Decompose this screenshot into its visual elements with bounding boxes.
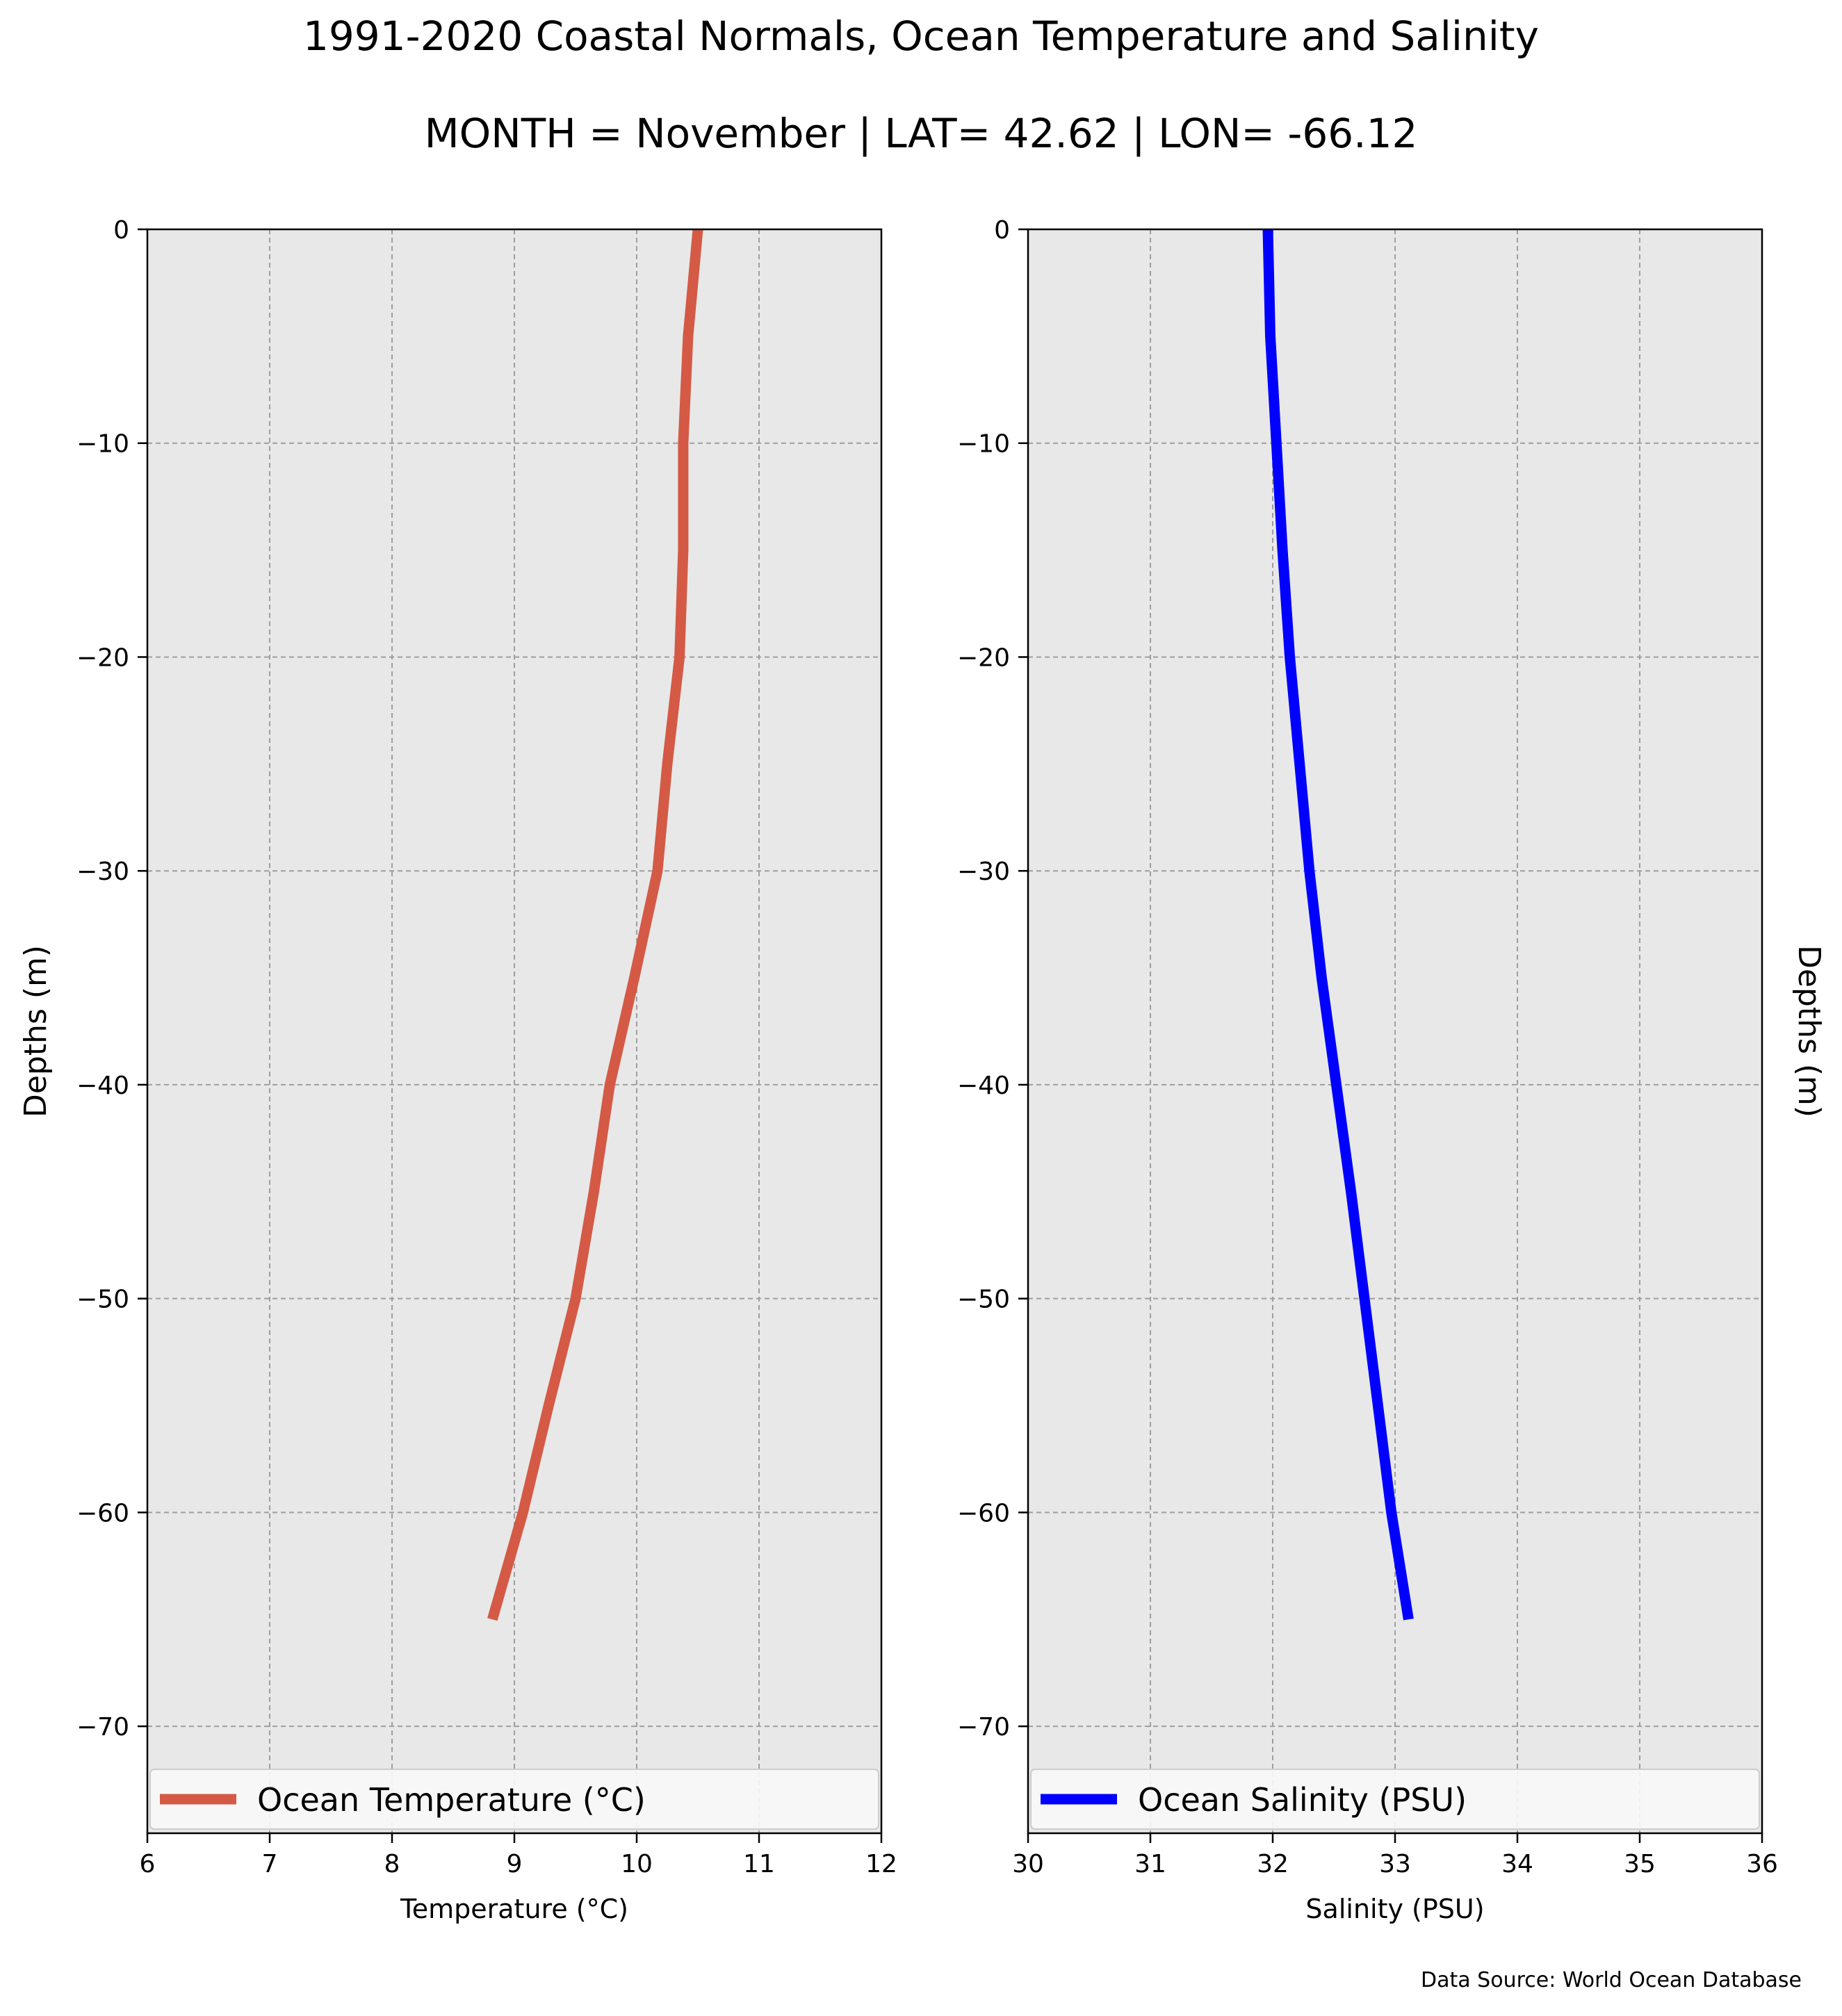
x-tick-label: 34 bbox=[1501, 1850, 1533, 1878]
temperature-panel: Ocean Temperature (°C) 6 7 8 9 10 11 12 0 −10 −20 −… bbox=[18, 216, 897, 1924]
y-tick-label: −10 bbox=[76, 430, 129, 459]
y-tick-label: −30 bbox=[957, 858, 1010, 886]
data-source-note: Data Source: World Ocean Database bbox=[1421, 1968, 1802, 1992]
x-tick-label: 10 bbox=[621, 1850, 653, 1878]
y-tick-label: −50 bbox=[76, 1286, 129, 1314]
y-tick-label: 0 bbox=[113, 216, 129, 245]
x-tick-label: 11 bbox=[743, 1850, 775, 1878]
x-tick-label: 12 bbox=[865, 1850, 897, 1878]
x-tick-label: 30 bbox=[1012, 1850, 1044, 1878]
x-tick-label: 31 bbox=[1134, 1850, 1166, 1878]
legend-box bbox=[149, 1769, 879, 1830]
salinity-panel: Ocean Salinity (PSU) 30 31 32 33 34 35 36 0 −10 −2… bbox=[957, 216, 1827, 1924]
x-axis-label: Salinity (PSU) bbox=[1305, 1894, 1484, 1924]
y-tick-label: −30 bbox=[76, 858, 129, 886]
y-tick-label: −70 bbox=[76, 1713, 129, 1742]
x-tick-label: 8 bbox=[384, 1850, 400, 1878]
legend-label: Ocean Temperature (°C) bbox=[257, 1781, 646, 1819]
y-tick-label: −40 bbox=[76, 1072, 129, 1100]
x-tick-label: 36 bbox=[1746, 1850, 1778, 1878]
y-axis-label: Depths (m) bbox=[18, 945, 54, 1117]
y-tick-label: −70 bbox=[957, 1713, 1010, 1742]
x-axis-label: Temperature (°C) bbox=[400, 1894, 628, 1924]
figure-title: 1991-2020 Coastal Normals, Ocean Tempera… bbox=[303, 13, 1539, 60]
x-tick-label: 32 bbox=[1257, 1850, 1289, 1878]
figure-subtitle: MONTH = November | LAT= 42.62 | LON= -66… bbox=[424, 110, 1418, 157]
y-tick-label: −60 bbox=[76, 1499, 129, 1527]
x-tick-label: 7 bbox=[262, 1850, 278, 1878]
legend-label: Ocean Salinity (PSU) bbox=[1138, 1781, 1467, 1819]
y-tick-label: −50 bbox=[957, 1286, 1010, 1314]
y-tick-label: −10 bbox=[957, 430, 1010, 459]
x-tick-label: 6 bbox=[140, 1850, 156, 1878]
y-tick-label: −20 bbox=[76, 644, 129, 672]
legend-box bbox=[1030, 1769, 1760, 1830]
y-tick-label: −40 bbox=[957, 1072, 1010, 1100]
y-axis-label: Depths (m) bbox=[1791, 945, 1827, 1117]
legend: Ocean Salinity (PSU) bbox=[1030, 1769, 1760, 1830]
series-line bbox=[487, 229, 703, 1621]
x-tick-label: 9 bbox=[507, 1850, 523, 1878]
series-line bbox=[1262, 229, 1414, 1621]
x-tick-label: 35 bbox=[1624, 1850, 1656, 1878]
legend: Ocean Temperature (°C) bbox=[149, 1769, 879, 1830]
y-tick-label: 0 bbox=[994, 216, 1010, 245]
y-tick-label: −20 bbox=[957, 644, 1010, 672]
x-tick-label: 33 bbox=[1379, 1850, 1411, 1878]
y-tick-label: −60 bbox=[957, 1499, 1010, 1527]
